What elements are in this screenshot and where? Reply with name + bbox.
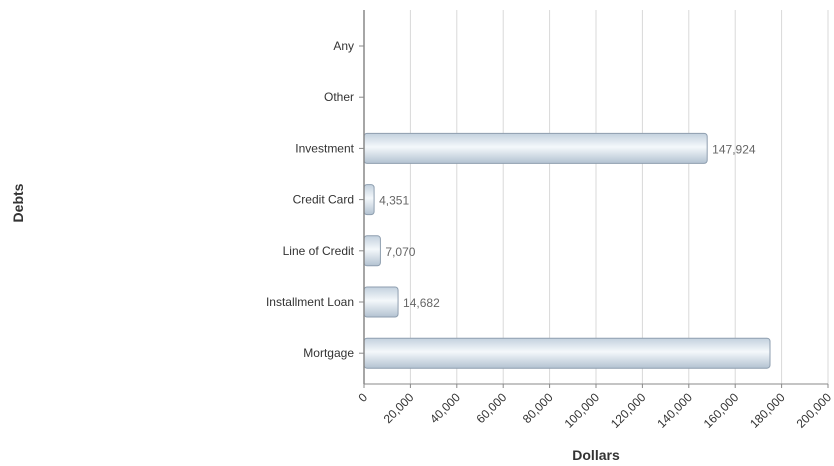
- bar: [363, 132, 708, 164]
- bar-value-label: 7,070: [385, 245, 415, 259]
- x-tick-label: 160,000: [701, 390, 742, 431]
- category-label: Credit Card: [293, 193, 354, 207]
- x-tick-label: 40,000: [427, 390, 463, 426]
- bar-value-label: 14,682: [403, 296, 440, 310]
- x-tick-label: 140,000: [654, 390, 695, 431]
- gridlines: [409, 10, 829, 384]
- bars: [363, 132, 771, 369]
- x-tick-label: 20,000: [381, 390, 417, 426]
- bar: [363, 235, 381, 267]
- y-axis-title: Debts: [10, 183, 26, 222]
- category-label: Line of Credit: [283, 244, 355, 258]
- x-tick-label: 0: [355, 390, 370, 405]
- category-label: Investment: [295, 141, 354, 155]
- bar-value-label: 147,924: [712, 142, 756, 156]
- x-tick-label: 80,000: [520, 390, 556, 426]
- bar: [363, 337, 771, 369]
- bar-value-label: 4,351: [379, 194, 409, 208]
- axes: [359, 10, 829, 388]
- category-label: Any: [333, 39, 354, 53]
- x-tick-label: 180,000: [747, 390, 788, 431]
- x-tick-label: 100,000: [562, 390, 603, 431]
- category-label: Mortgage: [303, 346, 354, 360]
- bar: [363, 286, 399, 318]
- bar: [363, 184, 375, 216]
- x-tick-label: 60,000: [473, 390, 509, 426]
- x-tick-label: 120,000: [608, 390, 649, 431]
- x-axis-title: Dollars: [572, 447, 620, 463]
- x-tick-label: 200,000: [794, 390, 834, 431]
- category-label: Installment Loan: [266, 295, 354, 309]
- category-label: Other: [324, 90, 354, 104]
